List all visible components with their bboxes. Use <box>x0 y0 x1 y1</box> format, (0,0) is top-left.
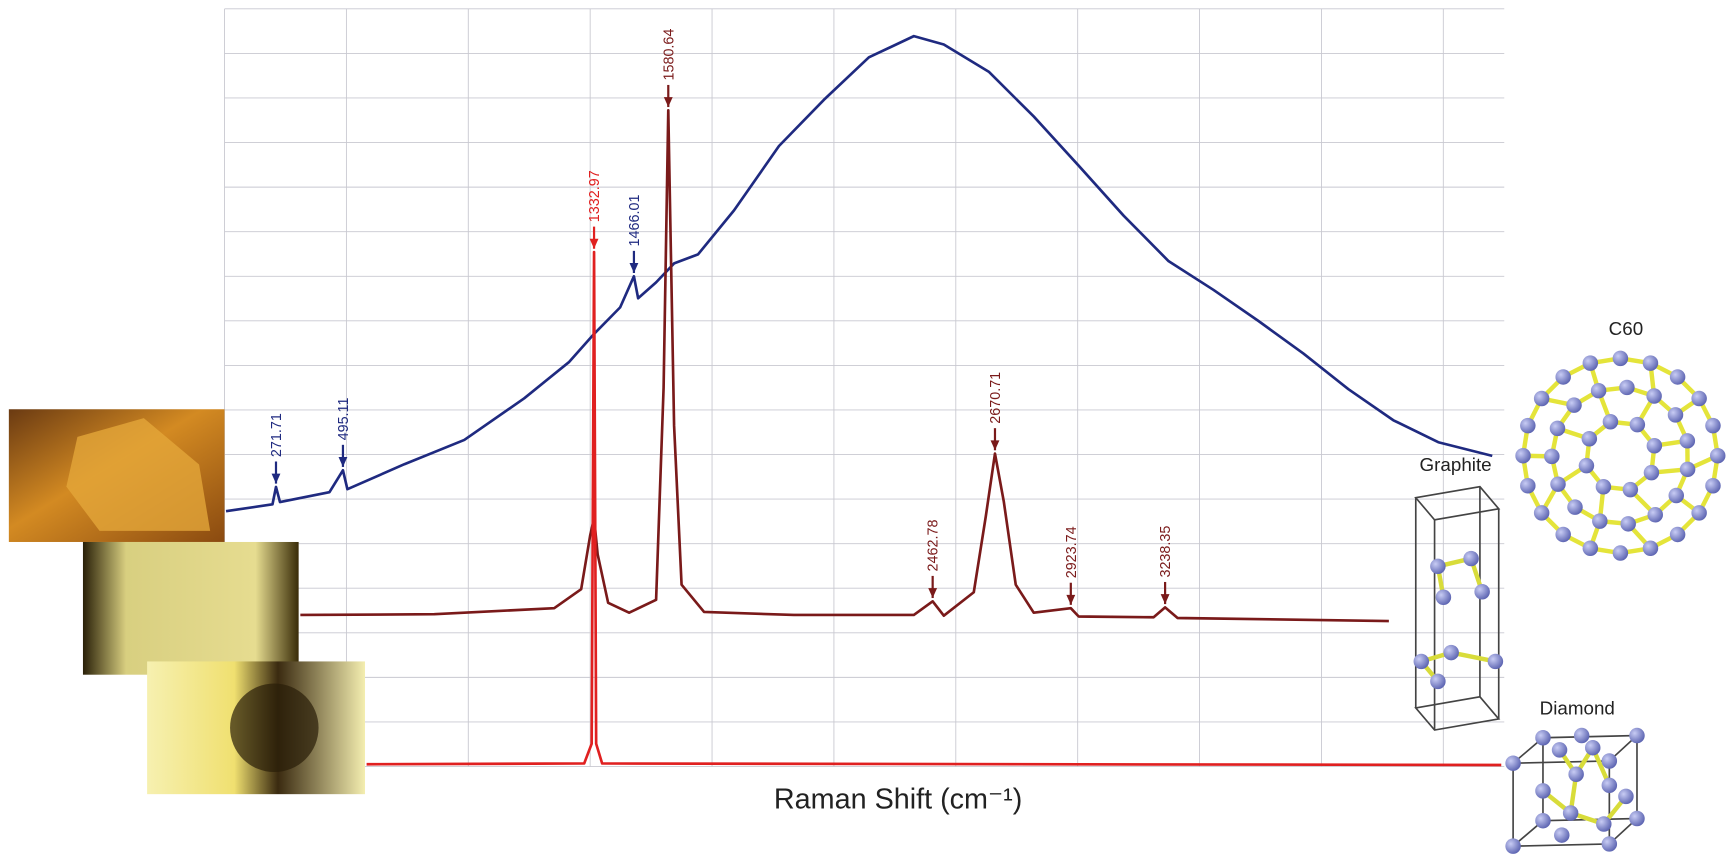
peak-arrowhead <box>928 588 938 599</box>
c60-atom <box>1643 464 1660 481</box>
c60-atom <box>1669 526 1686 543</box>
c60-atom <box>1642 540 1659 557</box>
c60-atom <box>1578 457 1595 474</box>
c60-atom <box>1622 481 1639 498</box>
photo <box>82 541 299 675</box>
peak-label: 1332.97 <box>587 170 603 222</box>
peak-label: 495.11 <box>336 398 352 441</box>
c60-atom <box>1555 369 1571 385</box>
c60-atom <box>1533 505 1550 521</box>
c60-atom <box>1647 507 1663 523</box>
c60-atom <box>1549 420 1566 437</box>
c60-atom <box>1544 448 1560 465</box>
peak-label: 1580.64 <box>661 29 677 81</box>
c60-atom <box>1581 430 1598 447</box>
c60-atom <box>1691 390 1707 407</box>
c60-atom <box>1612 350 1629 367</box>
peak-label: 271.71 <box>269 413 285 457</box>
c60-atom <box>1555 526 1571 543</box>
c60-atom <box>1602 413 1619 430</box>
peak-label: 1466.01 <box>627 195 643 247</box>
c60-atom <box>1590 382 1607 399</box>
graphite-atoms <box>1413 550 1504 690</box>
peak-arrowhead <box>663 97 673 108</box>
structure-label: Diamond <box>1540 698 1615 719</box>
c60-atom <box>1520 478 1536 494</box>
c60-atom <box>1679 461 1696 478</box>
c60-atom <box>1533 390 1550 407</box>
graphite-bonds <box>1419 556 1496 683</box>
c60-atom <box>1550 476 1566 492</box>
c60-atom <box>1667 407 1684 423</box>
spectra: 271.71 495.11 1466.01 1580.64 2462.78 2670.71… <box>225 29 1502 767</box>
c60-atom <box>1646 388 1662 404</box>
c60-atom <box>1619 379 1635 396</box>
c60-atom <box>1646 437 1663 454</box>
spectrum-line <box>225 34 1493 513</box>
c60-atom <box>1709 447 1726 464</box>
peak-arrowhead <box>338 456 348 467</box>
c60-atom <box>1582 540 1599 557</box>
diamond-atoms <box>1505 727 1645 854</box>
peak-arrowhead <box>990 440 1000 451</box>
grid <box>224 8 1505 767</box>
peak-label: 2462.78 <box>926 520 942 572</box>
photo-spot <box>230 683 319 773</box>
c60-atom <box>1567 499 1583 515</box>
c60-atom <box>1520 417 1536 434</box>
peak-label: 2923.74 <box>1064 526 1080 578</box>
structures: C60 Graphite Diamond <box>1413 318 1726 854</box>
c60-atom <box>1515 447 1531 464</box>
c60-atom <box>1629 416 1646 433</box>
graphite-frame <box>1414 485 1501 731</box>
peak-label: 2670.71 <box>988 372 1004 424</box>
c60-structure <box>1515 350 1726 561</box>
peak-arrowhead <box>271 473 281 484</box>
c60-atom <box>1705 478 1721 494</box>
c60-atom <box>1582 355 1599 371</box>
structure-label: Graphite <box>1420 454 1492 475</box>
c60-atom <box>1566 397 1582 413</box>
peak-label: 3238.35 <box>1158 526 1174 578</box>
c60-atom <box>1668 487 1684 504</box>
spectrum-line <box>366 250 1502 767</box>
c60-atom <box>1705 417 1721 434</box>
sample-photos <box>8 409 366 795</box>
x-axis-label: Raman Shift (cm⁻¹) <box>774 784 1022 816</box>
c60-atom <box>1642 355 1659 371</box>
structure-label: C60 <box>1609 318 1643 339</box>
c60-atom <box>1691 505 1707 521</box>
c60-atom <box>1620 516 1636 532</box>
c60-atom <box>1669 369 1686 385</box>
peak-arrowhead <box>629 263 639 273</box>
photo-crystal <box>66 418 211 531</box>
peak-arrowhead <box>1160 594 1170 605</box>
peak-arrowhead <box>1066 594 1076 605</box>
c60-atom <box>1679 433 1696 449</box>
c60-atom <box>1592 513 1608 529</box>
peak-arrowhead <box>589 238 599 249</box>
c60-atom <box>1612 545 1629 561</box>
c60-atom <box>1595 479 1612 495</box>
